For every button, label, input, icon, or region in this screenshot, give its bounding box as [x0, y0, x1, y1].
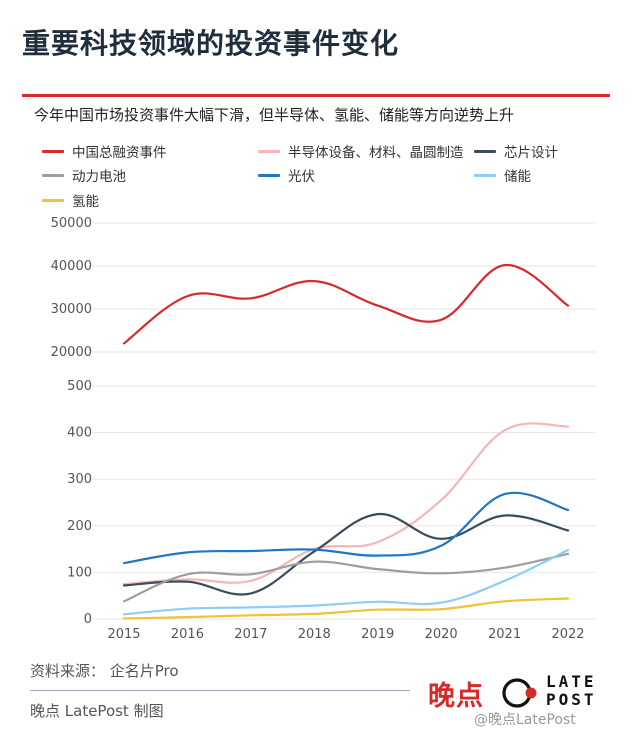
watermark: @晚点LatePost: [474, 712, 576, 728]
series-line-bottom-1: [122, 512, 570, 596]
legend-label-hydrogen: 氢能: [72, 194, 99, 210]
legend-item-solar: 光伏: [258, 165, 315, 185]
y-tick-label-bottom-1: 400: [67, 426, 92, 441]
legend-swatch-storage: [474, 173, 496, 177]
legend-swatch-chip-design: [474, 149, 496, 153]
y-tick-label-top-2: 30000: [51, 302, 92, 317]
legend-swatch-semi-equipment: [258, 149, 280, 153]
legend-item-battery: 动力电池: [42, 165, 126, 185]
x-tick-label-0: 2015: [107, 627, 140, 642]
legend-swatch-battery: [42, 173, 64, 177]
legend-label-battery: 动力电池: [72, 169, 126, 185]
legend-item-chip-design: 芯片设计: [474, 141, 558, 161]
y-tick-label-bottom-3: 200: [67, 519, 92, 534]
brand-post: POST: [546, 690, 597, 709]
x-tick-label-5: 2020: [425, 627, 458, 642]
legend-item-hydrogen: 氢能: [42, 190, 99, 210]
series-line-bottom-2: [122, 552, 570, 603]
series-line-bottom-5: [122, 597, 570, 620]
series-line-bottom-0: [122, 422, 570, 586]
x-tick-label-3: 2018: [298, 627, 331, 642]
legend-label-total: 中国总融资事件: [72, 145, 167, 161]
brand-late: LATE: [546, 672, 597, 691]
x-tick-label-2: 2017: [234, 627, 267, 642]
x-tick-label-1: 2016: [171, 627, 204, 642]
chart-credit: 晚点 LatePost 制图: [30, 702, 164, 720]
legend-label-solar: 光伏: [288, 169, 315, 185]
series-line-bottom-4: [122, 548, 570, 616]
y-tick-label-bottom-0: 500: [67, 379, 92, 394]
legend-item-total: 中国总融资事件: [42, 141, 167, 161]
legend-swatch-hydrogen: [42, 198, 64, 202]
y-tick-label-bottom-2: 300: [67, 472, 92, 487]
legend-swatch-total: [42, 149, 64, 153]
series-line-bottom-3: [122, 491, 570, 565]
title-divider: [22, 94, 610, 97]
x-tick-label-7: 2022: [551, 627, 584, 642]
brand-name-cn: 晚点: [428, 681, 484, 712]
chart-title: 重要科技领域的投资事件变化: [22, 27, 400, 60]
x-tick-label-4: 2019: [361, 627, 394, 642]
legend-label-semi-equipment: 半导体设备、材料、晶圆制造: [288, 145, 464, 161]
series-line-top-0: [122, 263, 570, 345]
y-tick-label-top-3: 20000: [51, 345, 92, 360]
legend-swatch-solar: [258, 173, 280, 177]
latepost-logo-icon: [502, 678, 537, 708]
legend-label-storage: 储能: [504, 169, 531, 185]
y-tick-label-top-1: 40000: [51, 259, 92, 274]
source-note: 资料来源： 企名片Pro: [30, 662, 179, 680]
legend-item-semi-equipment: 半导体设备、材料、晶圆制造: [258, 141, 464, 161]
footer-divider: [30, 690, 410, 691]
x-tick-label-6: 2021: [488, 627, 521, 642]
line-chart: 50000 40000 30000 20000 500 400 300 200 100 0 2015…: [51, 216, 596, 642]
chart-subtitle: 今年中国市场投资事件大幅下滑，但半导体、氢能、储能等方向逆势上升: [34, 106, 515, 124]
y-tick-label-bottom-5: 0: [84, 612, 92, 627]
legend-item-storage: 储能: [474, 165, 531, 185]
legend-label-chip-design: 芯片设计: [504, 145, 558, 161]
y-tick-label-top-0: 50000: [51, 216, 92, 231]
y-tick-label-bottom-4: 100: [67, 565, 92, 580]
